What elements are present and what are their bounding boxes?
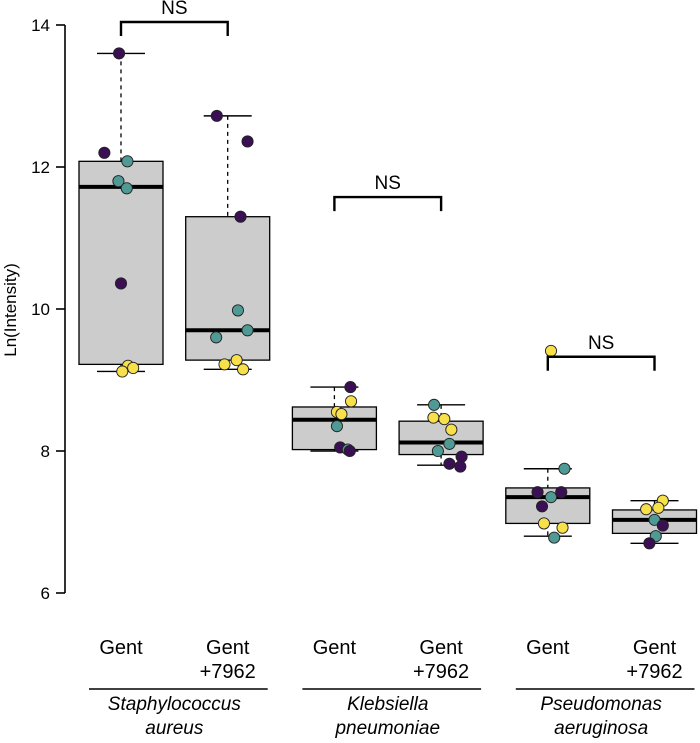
significance-brackets: NS NS NS xyxy=(119,0,656,371)
y-tick-label: 12 xyxy=(31,158,50,177)
y-axis: 6 8 10 12 14 xyxy=(31,16,66,603)
data-point xyxy=(640,503,653,516)
data-point xyxy=(454,460,467,473)
x-category-label: Gent xyxy=(526,637,570,659)
ns-label: NS xyxy=(588,333,614,354)
boxes-layer xyxy=(78,52,698,544)
x-category-label-line2: +7962 xyxy=(413,661,469,683)
data-point xyxy=(210,109,223,122)
data-point xyxy=(548,531,561,544)
data-point xyxy=(98,146,111,159)
x-category-label: Gent xyxy=(419,637,463,659)
data-point xyxy=(428,398,441,411)
data-point xyxy=(343,444,356,458)
data-point xyxy=(241,135,254,148)
data-point xyxy=(210,331,223,344)
x-category-label: Gent xyxy=(313,637,357,659)
data-point xyxy=(438,412,451,426)
data-point xyxy=(643,537,656,550)
data-point xyxy=(443,437,456,450)
group-name-line2: aeruginosa xyxy=(554,718,648,739)
data-point xyxy=(556,521,569,534)
data-point xyxy=(648,513,661,526)
data-point xyxy=(427,411,440,424)
group-name: Staphylococcus xyxy=(108,694,242,715)
group-name-line2: aureus xyxy=(145,718,204,739)
ns-bracket xyxy=(333,195,443,212)
data-point xyxy=(241,324,254,337)
data-point xyxy=(218,358,231,371)
data-point xyxy=(531,486,544,499)
x-category-label: Gent xyxy=(633,637,677,659)
data-point xyxy=(344,381,357,394)
data-point xyxy=(230,354,243,367)
data-point xyxy=(537,517,551,530)
data-point xyxy=(116,365,129,378)
data-point xyxy=(113,47,126,60)
data-point xyxy=(656,519,669,532)
data-point xyxy=(330,420,344,433)
data-point xyxy=(127,361,140,374)
data-point xyxy=(652,501,665,514)
ns-bracket xyxy=(546,355,656,371)
y-tick-label: 8 xyxy=(41,442,50,461)
x-category-label-line2: +7962 xyxy=(626,661,682,683)
data-point xyxy=(234,210,247,223)
data-point xyxy=(335,408,348,421)
data-point xyxy=(535,500,549,513)
data-point xyxy=(121,155,134,168)
data-point xyxy=(555,486,568,499)
box-iqr xyxy=(78,160,164,366)
y-tick-label: 6 xyxy=(41,584,50,603)
data-point xyxy=(112,175,125,188)
x-category-label: Gent xyxy=(206,637,250,659)
data-point xyxy=(558,462,571,475)
data-point xyxy=(544,491,558,504)
group-name: Pseudomonas xyxy=(540,694,662,715)
y-axis-title-group: Ln(Intensity) xyxy=(1,263,20,357)
points-layer xyxy=(98,47,669,550)
data-point xyxy=(455,450,468,463)
x-category-label-line2: +7962 xyxy=(200,661,256,683)
data-point xyxy=(544,344,558,357)
box-iqr xyxy=(185,216,271,361)
x-category-label: Gent xyxy=(99,637,143,659)
data-point xyxy=(120,182,133,195)
group-name: Klebsiella xyxy=(347,694,428,715)
ns-bracket xyxy=(119,20,229,36)
data-point xyxy=(344,395,358,408)
data-point xyxy=(231,304,244,317)
y-tick-label: 14 xyxy=(31,16,50,35)
y-tick-label: 10 xyxy=(31,300,50,319)
ns-label: NS xyxy=(161,0,187,19)
group-name-line2: pneumoniae xyxy=(334,718,440,739)
data-point xyxy=(443,457,456,470)
data-point xyxy=(114,277,128,290)
data-point xyxy=(445,423,458,436)
data-point xyxy=(431,444,444,458)
ns-label: NS xyxy=(375,173,401,194)
y-axis-title: Ln(Intensity) xyxy=(1,263,20,357)
data-point xyxy=(237,363,250,376)
